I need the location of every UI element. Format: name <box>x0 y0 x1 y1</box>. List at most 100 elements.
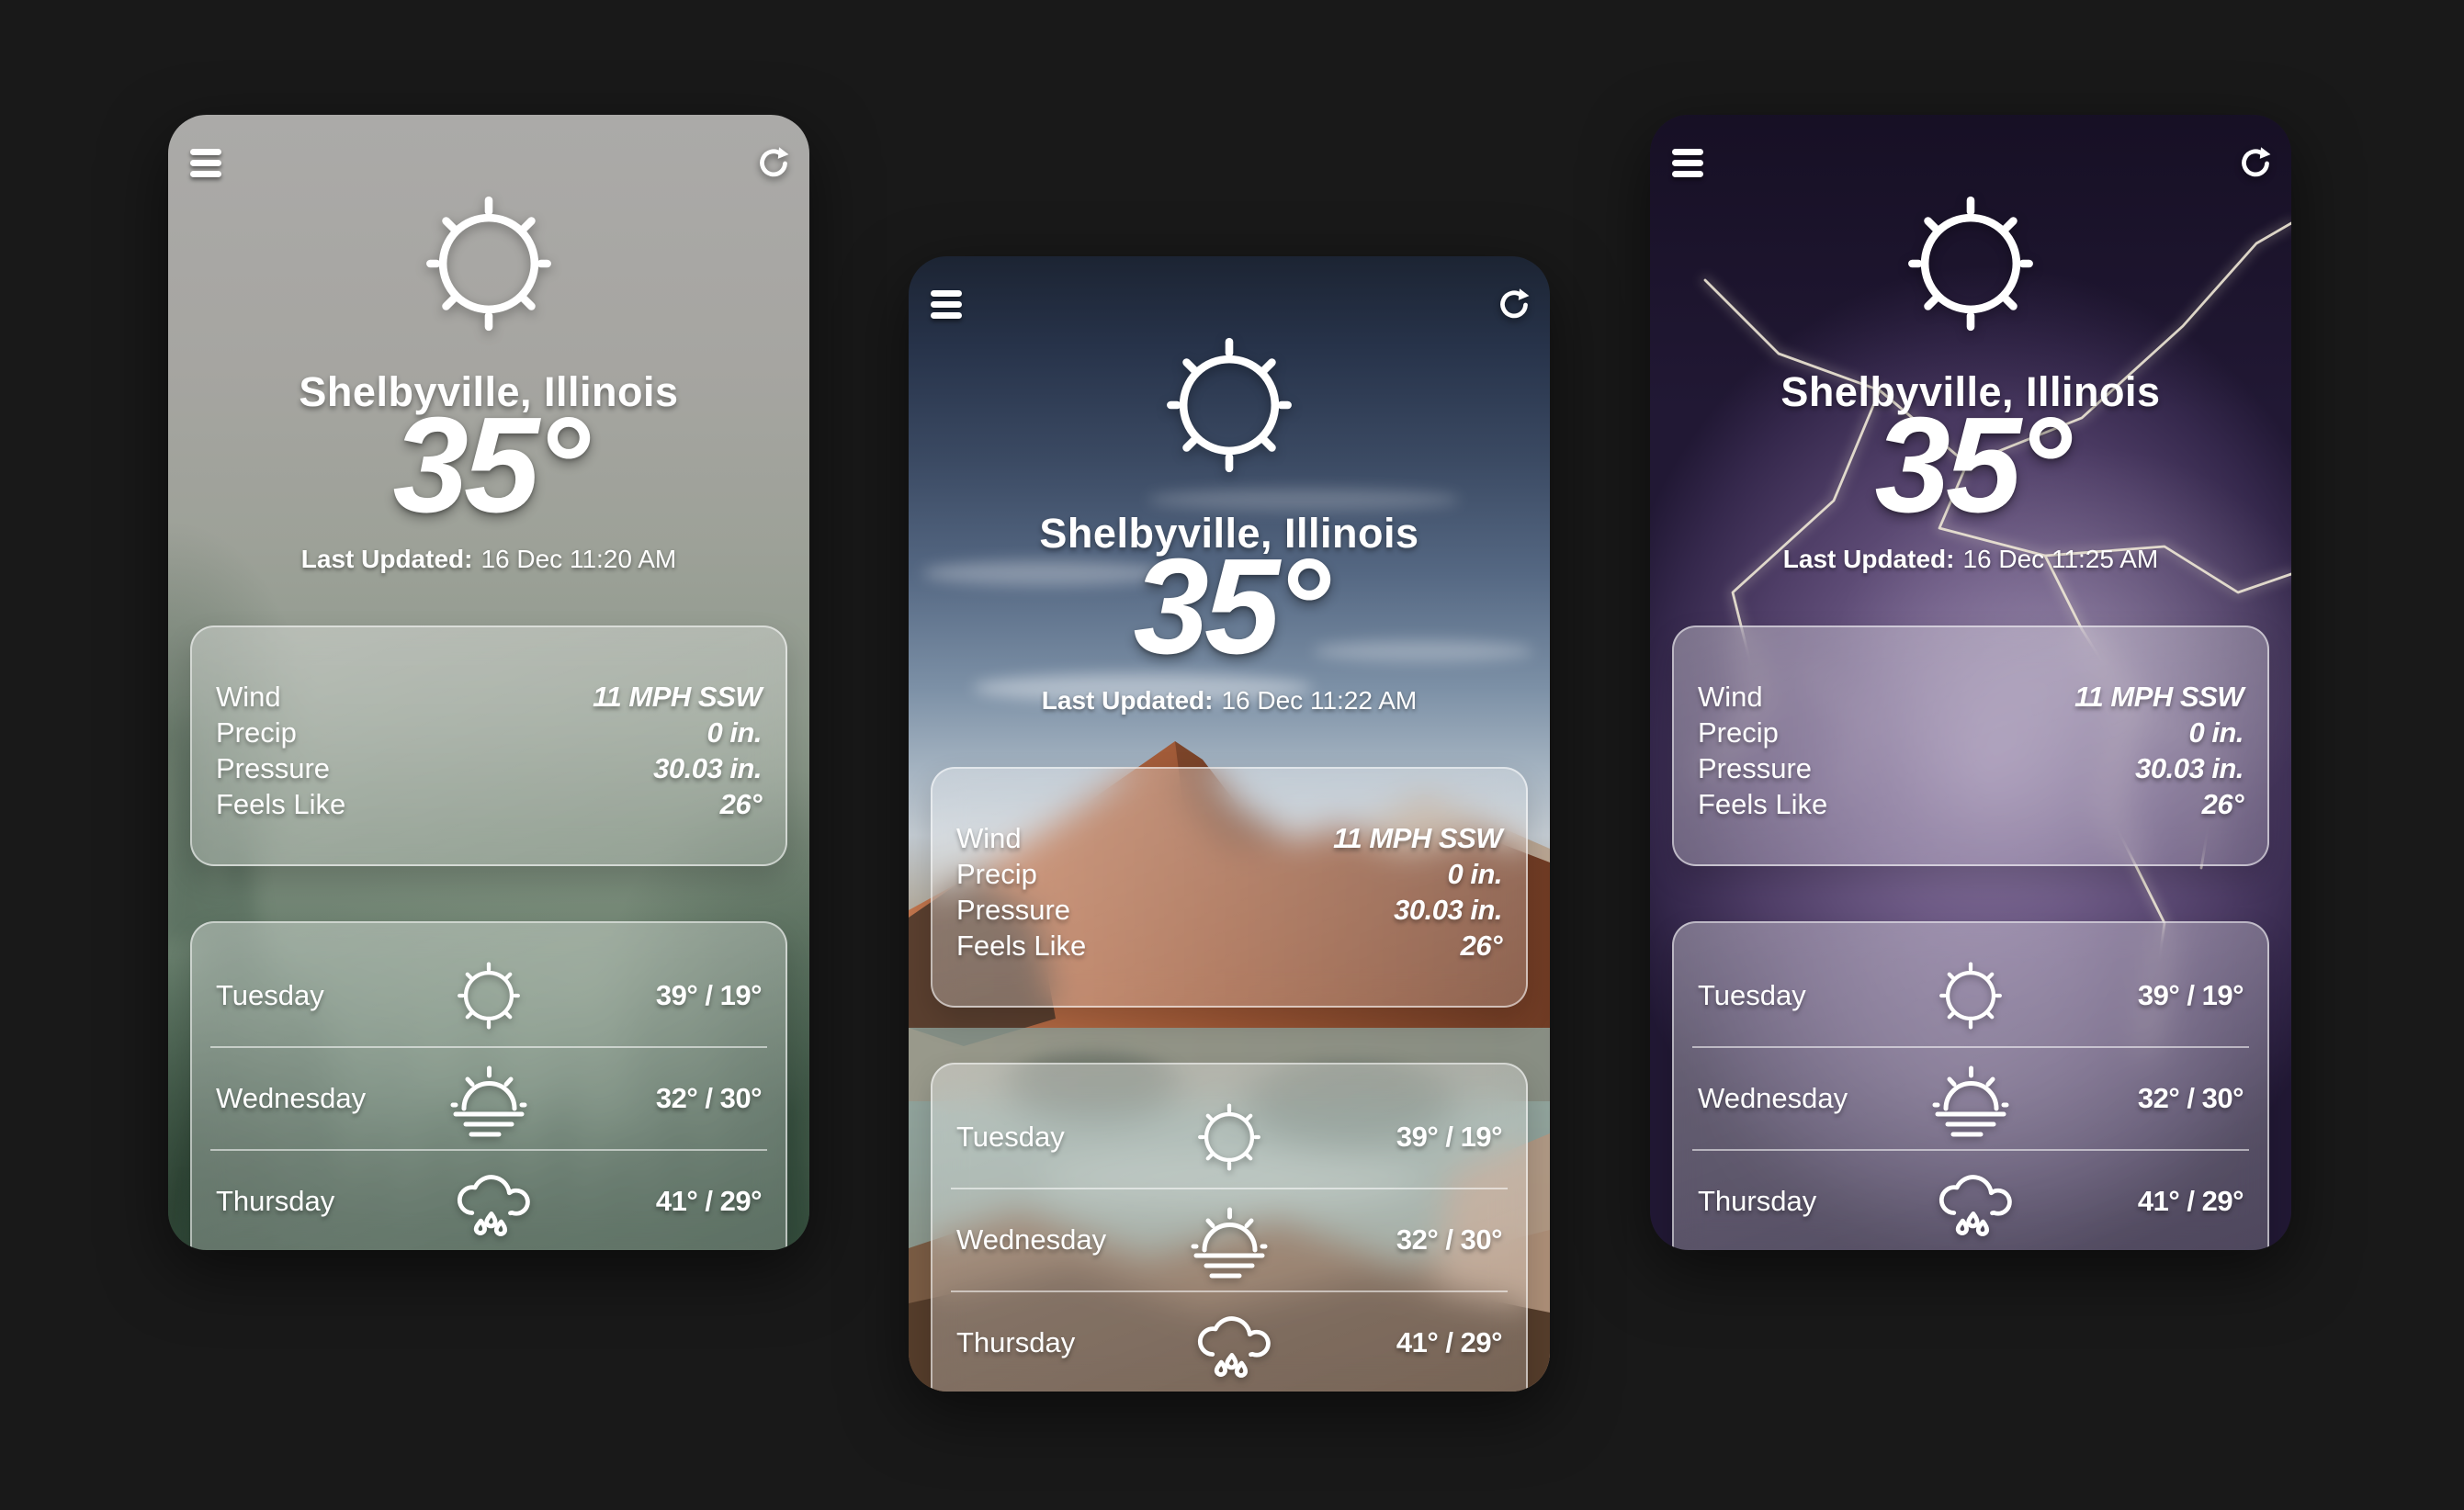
detail-label: Feels Like <box>216 788 346 820</box>
forecast-day: Wednesday <box>216 1082 367 1114</box>
forecast-day: Thursday <box>956 1326 1076 1358</box>
sunrise-icon <box>1902 1055 2040 1142</box>
top-bar <box>931 287 1532 325</box>
location-title: Shelbyville, Illinois <box>1780 368 2161 415</box>
refresh-button[interactable] <box>1497 287 1532 325</box>
forecast-row: Thursday 41° / 29° <box>932 1292 1526 1392</box>
row-divider <box>951 1188 1508 1189</box>
detail-label: Precip <box>956 858 1037 890</box>
refresh-icon <box>1497 287 1532 322</box>
last-updated-label: Last Updated: <box>1782 545 1955 573</box>
detail-label: Precip <box>216 716 297 749</box>
detail-row: Feels Like 26° <box>1698 786 2244 822</box>
detail-row: Pressure 30.03 in. <box>1698 750 2244 786</box>
detail-label: Pressure <box>216 752 331 784</box>
forecast-day: Tuesday <box>216 979 324 1011</box>
top-bar <box>190 146 791 184</box>
forecast-temps: 41° / 29° <box>2137 1185 2244 1217</box>
current-temperature: 35° <box>392 389 590 541</box>
forecast-card: Tuesday 39° / 19° Wednesday 32° / 30° Th… <box>931 1063 1528 1392</box>
forecast-temps: 32° / 30° <box>2137 1082 2244 1114</box>
forecast-card: Tuesday 39° / 19° Wednesday 32° / 30° Th… <box>190 921 787 1250</box>
detail-label: Feels Like <box>956 930 1087 962</box>
row-divider <box>1692 1046 2249 1048</box>
detail-value: 30.03 in. <box>653 752 762 784</box>
sunrise-icon <box>1160 1197 1298 1283</box>
refresh-icon <box>2238 146 2273 181</box>
detail-row: Precip 0 in. <box>1698 715 2244 750</box>
detail-row: Pressure 30.03 in. <box>956 892 1502 928</box>
last-updated-label: Last Updated: <box>300 545 473 573</box>
rain-cloud-icon <box>1160 1299 1298 1387</box>
refresh-button[interactable] <box>756 146 791 184</box>
hamburger-icon <box>1672 149 1703 155</box>
detail-value: 0 in. <box>2188 716 2244 749</box>
menu-button[interactable] <box>1672 146 1703 177</box>
hamburger-icon <box>931 290 962 297</box>
phone-mockup-fog: Shelbyville, Illinois 35° Last Updated: 1… <box>168 115 809 1250</box>
detail-value: 11 MPH SSW <box>593 681 762 713</box>
sun-icon <box>1902 956 2040 1035</box>
rain-cloud-icon <box>1902 1157 2040 1245</box>
detail-row: Feels Like 26° <box>956 928 1503 963</box>
detail-value: 30.03 in. <box>1394 894 1502 926</box>
detail-row: Wind 11 MPH SSW <box>1698 679 2244 715</box>
last-updated-value: 16 Dec 11:25 AM <box>1962 545 2159 573</box>
forecast-day: Tuesday <box>1698 979 1806 1011</box>
detail-row: Precip 0 in. <box>216 715 762 750</box>
forecast-temps: 39° / 19° <box>655 979 763 1011</box>
detail-label: Wind <box>1698 681 1763 713</box>
sunrise-icon <box>420 1055 558 1142</box>
location-title: Shelbyville, Illinois <box>299 368 679 415</box>
detail-label: Pressure <box>956 894 1071 926</box>
forecast-temps: 41° / 29° <box>655 1185 763 1217</box>
detail-row: Feels Like 26° <box>216 786 763 822</box>
forecast-row: Tuesday 39° / 19° <box>192 945 786 1046</box>
detail-label: Wind <box>956 822 1022 854</box>
current-temperature: 35° <box>1133 531 1330 682</box>
top-bar <box>1672 146 2273 184</box>
forecast-temps: 39° / 19° <box>2137 979 2244 1011</box>
forecast-day: Thursday <box>1698 1185 1817 1217</box>
sun-icon <box>1160 1098 1298 1177</box>
last-updated-value: 16 Dec 11:22 AM <box>1221 686 1418 715</box>
forecast-day: Tuesday <box>956 1121 1065 1153</box>
last-updated-value: 16 Dec 11:20 AM <box>480 545 677 573</box>
detail-value: 26° <box>1460 930 1503 962</box>
detail-label: Pressure <box>1698 752 1813 784</box>
refresh-icon <box>756 146 791 181</box>
detail-row: Precip 0 in. <box>956 856 1502 892</box>
detail-value: 0 in. <box>1447 858 1502 890</box>
forecast-day: Thursday <box>216 1185 335 1217</box>
details-card: Wind 11 MPH SSW Precip 0 in. Pressure 30… <box>931 767 1528 1008</box>
detail-row: Pressure 30.03 in. <box>216 750 762 786</box>
forecast-row: Wednesday 32° / 30° <box>192 1048 786 1149</box>
row-divider <box>210 1046 767 1048</box>
phone-mockup-storm: Shelbyville, Illinois 35° Last Updated: 1… <box>1650 115 2291 1250</box>
last-updated: Last Updated: 16 Dec 11:22 AM <box>909 686 1550 716</box>
forecast-temps: 39° / 19° <box>1396 1121 1503 1153</box>
forecast-temps: 32° / 30° <box>655 1082 763 1114</box>
menu-button[interactable] <box>190 146 221 177</box>
sun-icon <box>1150 326 1308 484</box>
detail-label: Precip <box>1698 716 1779 749</box>
forecast-temps: 32° / 30° <box>1396 1223 1503 1256</box>
rain-cloud-icon <box>420 1157 558 1245</box>
forecast-row: Thursday 41° / 29° <box>1674 1151 2267 1250</box>
hamburger-icon <box>190 149 221 155</box>
forecast-day: Wednesday <box>956 1223 1107 1256</box>
forecast-row: Wednesday 32° / 30° <box>932 1189 1526 1290</box>
refresh-button[interactable] <box>2238 146 2273 184</box>
location-title: Shelbyville, Illinois <box>1039 510 1419 557</box>
phone-mockup-mountain: Shelbyville, Illinois 35° Last Updated: 1… <box>909 256 1550 1392</box>
detail-value: 26° <box>2201 788 2244 820</box>
detail-value: 11 MPH SSW <box>1333 822 1502 854</box>
menu-button[interactable] <box>931 287 962 319</box>
details-card: Wind 11 MPH SSW Precip 0 in. Pressure 30… <box>1672 625 2269 866</box>
sun-icon <box>420 956 558 1035</box>
detail-row: Wind 11 MPH SSW <box>956 820 1502 856</box>
detail-value: 11 MPH SSW <box>2074 681 2244 713</box>
detail-label: Feels Like <box>1698 788 1828 820</box>
detail-value: 30.03 in. <box>2135 752 2244 784</box>
forecast-card: Tuesday 39° / 19° Wednesday 32° / 30° Th… <box>1672 921 2269 1250</box>
